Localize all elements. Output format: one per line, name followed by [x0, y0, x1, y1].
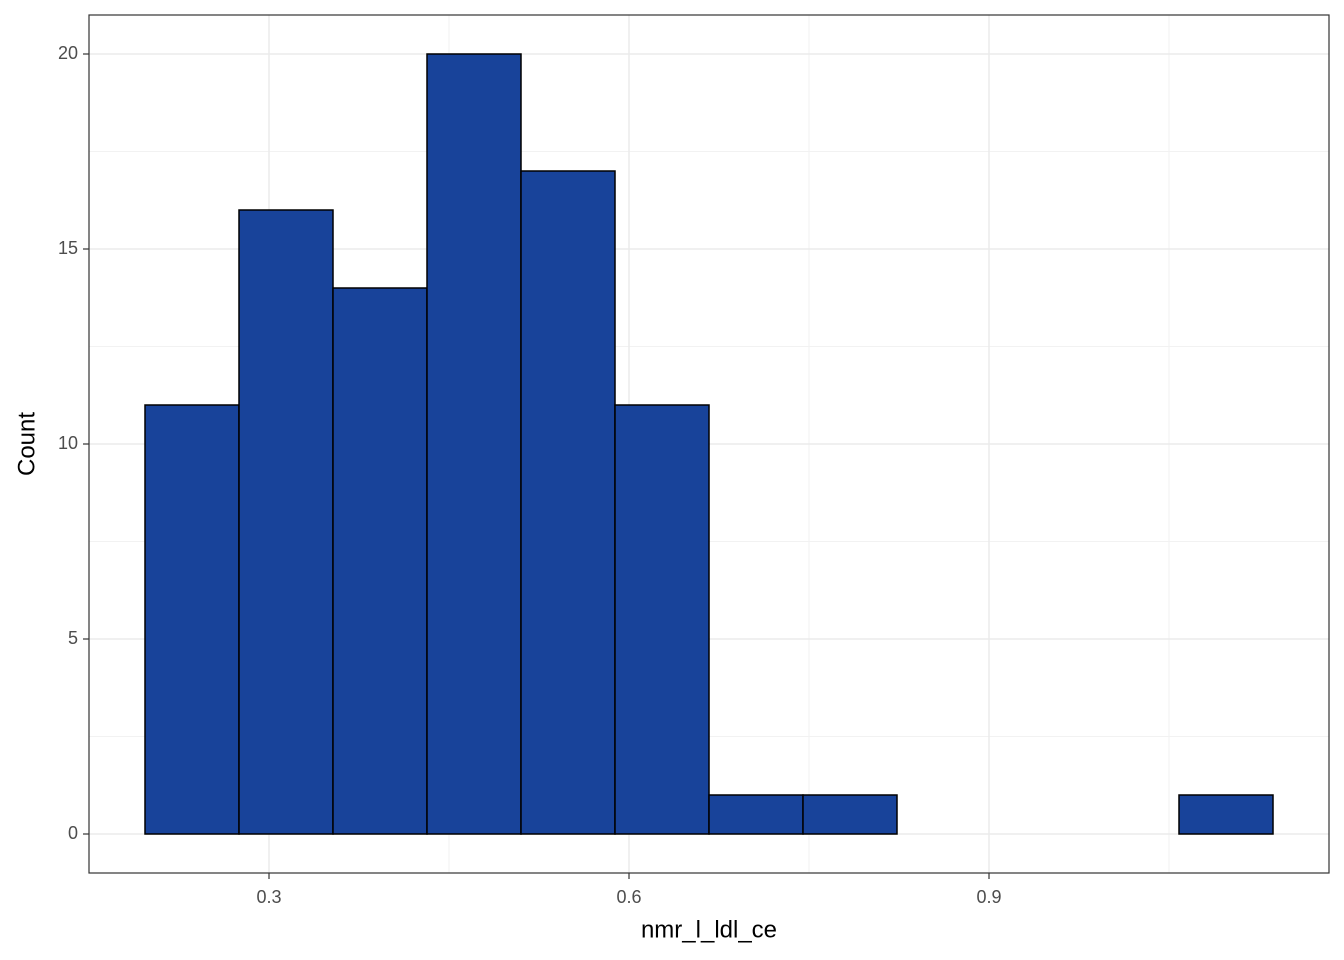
x-axis-title: nmr_l_ldl_ce: [641, 916, 777, 943]
y-tick-label: 0: [68, 823, 78, 843]
y-tick-label: 5: [68, 628, 78, 648]
x-tick-label: 0.9: [976, 887, 1001, 907]
bar: [238, 209, 334, 835]
bar: [614, 404, 710, 835]
bar: [802, 794, 898, 835]
bar: [1178, 794, 1274, 835]
bar: [144, 404, 240, 835]
bar: [332, 287, 428, 835]
bar: [520, 170, 616, 835]
y-tick-label: 20: [58, 43, 78, 63]
y-axis-title: Count: [13, 412, 40, 476]
x-tick-label: 0.3: [256, 887, 281, 907]
bar: [708, 794, 804, 835]
bar: [426, 53, 522, 835]
x-tick-label: 0.6: [616, 887, 641, 907]
y-tick-label: 10: [58, 433, 78, 453]
plot-border: [88, 14, 1330, 874]
y-tick-label: 15: [58, 238, 78, 258]
